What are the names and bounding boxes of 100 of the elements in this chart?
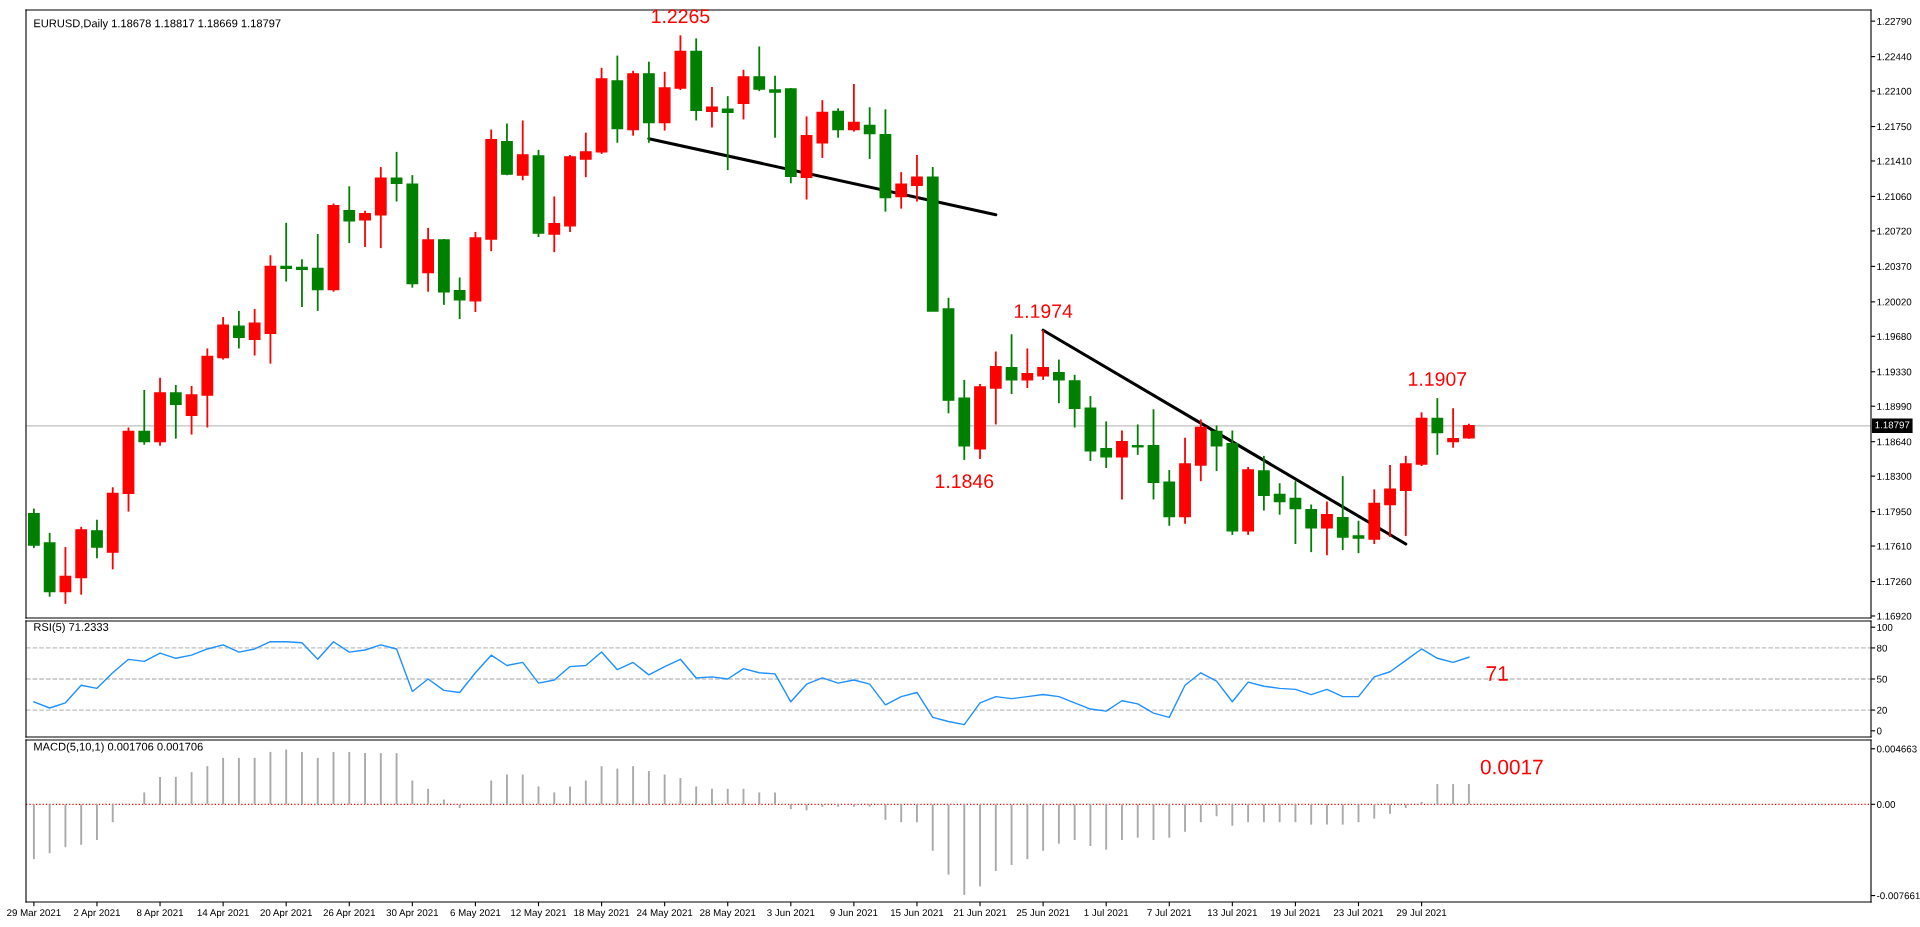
x-tick-label: 14 Apr 2021 xyxy=(197,909,249,919)
candlestick xyxy=(1289,480,1302,545)
x-tick-label: 29 Mar 2021 xyxy=(7,909,61,917)
candlestick xyxy=(753,45,766,92)
candlestick xyxy=(1431,397,1444,456)
y-tick-label: 80 xyxy=(1876,644,1887,652)
candlestick xyxy=(1131,423,1144,456)
x-tick-label: 28 May 2021 xyxy=(700,909,756,919)
y-tick-label: 1.22100 xyxy=(1877,87,1912,95)
annotation: 1.1907 xyxy=(1409,372,1467,386)
candlestick xyxy=(1305,503,1318,554)
candlestick xyxy=(832,107,845,139)
y-tick-label: 1.22440 xyxy=(1877,53,1912,61)
x-tick-label: 8 Apr 2021 xyxy=(136,909,184,919)
y-tick-label: 1.20020 xyxy=(1877,298,1912,306)
chart-title: RSI(5) 71.2333 xyxy=(34,622,109,634)
x-tick-label: 26 Apr 2021 xyxy=(323,909,376,919)
y-tick-label: 1.18300 xyxy=(1877,472,1912,480)
candlestick xyxy=(296,258,308,308)
y-tick-label: 0.004663 xyxy=(1876,745,1917,753)
candlestick xyxy=(232,310,245,350)
candlestick xyxy=(579,131,592,179)
text: EURUSD,Daily 1.18678 1.18817 1.18669 1.18797 xyxy=(34,19,281,30)
x-tick-label: 23 Jul 2021 xyxy=(1333,908,1384,917)
candlestick xyxy=(706,86,718,129)
candlestick xyxy=(311,233,324,312)
y-tick-label: 0 xyxy=(1876,727,1882,735)
y-tick-label: 1.21060 xyxy=(1877,193,1912,201)
y-tick-label: 1.19680 xyxy=(1877,333,1912,340)
x-tick-label: 18 May 2021 xyxy=(574,909,630,919)
x-tick-label: 12 May 2021 xyxy=(511,909,567,919)
y-tick-label: 1.21410 xyxy=(1877,157,1912,165)
candlestick xyxy=(895,171,908,210)
candlestick xyxy=(1021,347,1034,389)
x-tick-label: 25 Jun 2021 xyxy=(1016,909,1070,917)
x-tick-label: 15 Jun 2021 xyxy=(890,909,944,917)
y-tick-label: 1.20720 xyxy=(1877,227,1912,235)
candlestick xyxy=(1052,358,1065,405)
candlestick xyxy=(138,389,151,446)
y-tick-label: 1.16920 xyxy=(1877,612,1912,620)
y-tick-label: 1.17950 xyxy=(1877,508,1912,516)
candlestick xyxy=(91,518,103,560)
y-tick-label: -0.007661 xyxy=(1876,892,1920,900)
candlestick xyxy=(516,119,529,182)
annotation: 0.0017 xyxy=(1480,759,1543,775)
candlestick xyxy=(548,195,561,254)
ref-line-label: 1.18797 xyxy=(1875,421,1910,429)
line-series xyxy=(33,641,1470,726)
candlestick xyxy=(911,154,923,203)
y-tick-label: 1.18640 xyxy=(1877,438,1912,446)
x-tick-label: 24 May 2021 xyxy=(637,909,693,919)
x-tick-label: 1 Jul 2021 xyxy=(1084,908,1129,917)
x-tick-label: 2 Apr 2021 xyxy=(73,909,120,919)
x-tick-label: 21 Jun 2021 xyxy=(953,909,1007,917)
x-tick-label: 30 Apr 2021 xyxy=(386,909,439,919)
x-tick-label: 20 Apr 2021 xyxy=(260,909,312,919)
candlestick xyxy=(453,276,466,320)
x-tick-label: 7 Jul 2021 xyxy=(1147,908,1192,917)
annotation: 1.1846 xyxy=(936,474,994,489)
candlestick xyxy=(280,221,293,283)
candlestick xyxy=(863,106,876,160)
candlestick xyxy=(359,209,371,249)
candlestick xyxy=(989,350,1002,426)
x-tick-label: 29 Jul 2021 xyxy=(1396,908,1447,917)
candlestick xyxy=(248,308,261,357)
candlestick xyxy=(169,384,182,440)
candlestick xyxy=(1352,519,1365,555)
candlestick xyxy=(1116,429,1128,501)
candlestick xyxy=(1210,424,1223,472)
chart-title: MACD(5,10,1) 0.001706 0.001706 xyxy=(34,742,203,753)
x-tick-label: 19 Jul 2021 xyxy=(1271,908,1321,917)
candlestick xyxy=(1447,407,1460,449)
y-tick-label: 50 xyxy=(1876,675,1887,683)
annotation: 1.2265 xyxy=(652,9,710,24)
y-tick-label: 1.19330 xyxy=(1877,368,1912,376)
y-tick-label: 1.20370 xyxy=(1877,263,1912,270)
x-tick-label: 9 Jun 2021 xyxy=(830,909,878,917)
y-tick-label: 20 xyxy=(1877,706,1887,714)
y-tick-label: 1.17610 xyxy=(1877,542,1912,550)
candlestick xyxy=(59,546,72,605)
x-tick-label: 13 Jul 2021 xyxy=(1207,908,1258,917)
candlestick xyxy=(1384,464,1396,538)
candlestick xyxy=(185,385,198,436)
candlestick xyxy=(1321,500,1333,557)
x-tick-label: 3 Jun 2021 xyxy=(767,909,815,917)
y-tick-label: 1.21750 xyxy=(1877,123,1912,131)
candlestick xyxy=(1005,333,1018,395)
x-tick-label: 6 May 2021 xyxy=(450,909,501,919)
candlestick xyxy=(769,74,781,139)
y-tick-label: 100 xyxy=(1877,623,1893,631)
candlestick xyxy=(1100,420,1113,469)
y-tick-label: 1.22790 xyxy=(1877,17,1912,25)
candlestick xyxy=(847,83,860,133)
y-tick-label: 0.00 xyxy=(1876,801,1896,808)
candlestick xyxy=(343,185,356,244)
candlestick xyxy=(721,95,734,172)
y-tick-label: 1.18990 xyxy=(1877,402,1912,410)
y-tick-label: 1.17260 xyxy=(1877,578,1912,586)
annotation: 71 xyxy=(1486,666,1508,681)
candlestick xyxy=(1336,475,1349,552)
